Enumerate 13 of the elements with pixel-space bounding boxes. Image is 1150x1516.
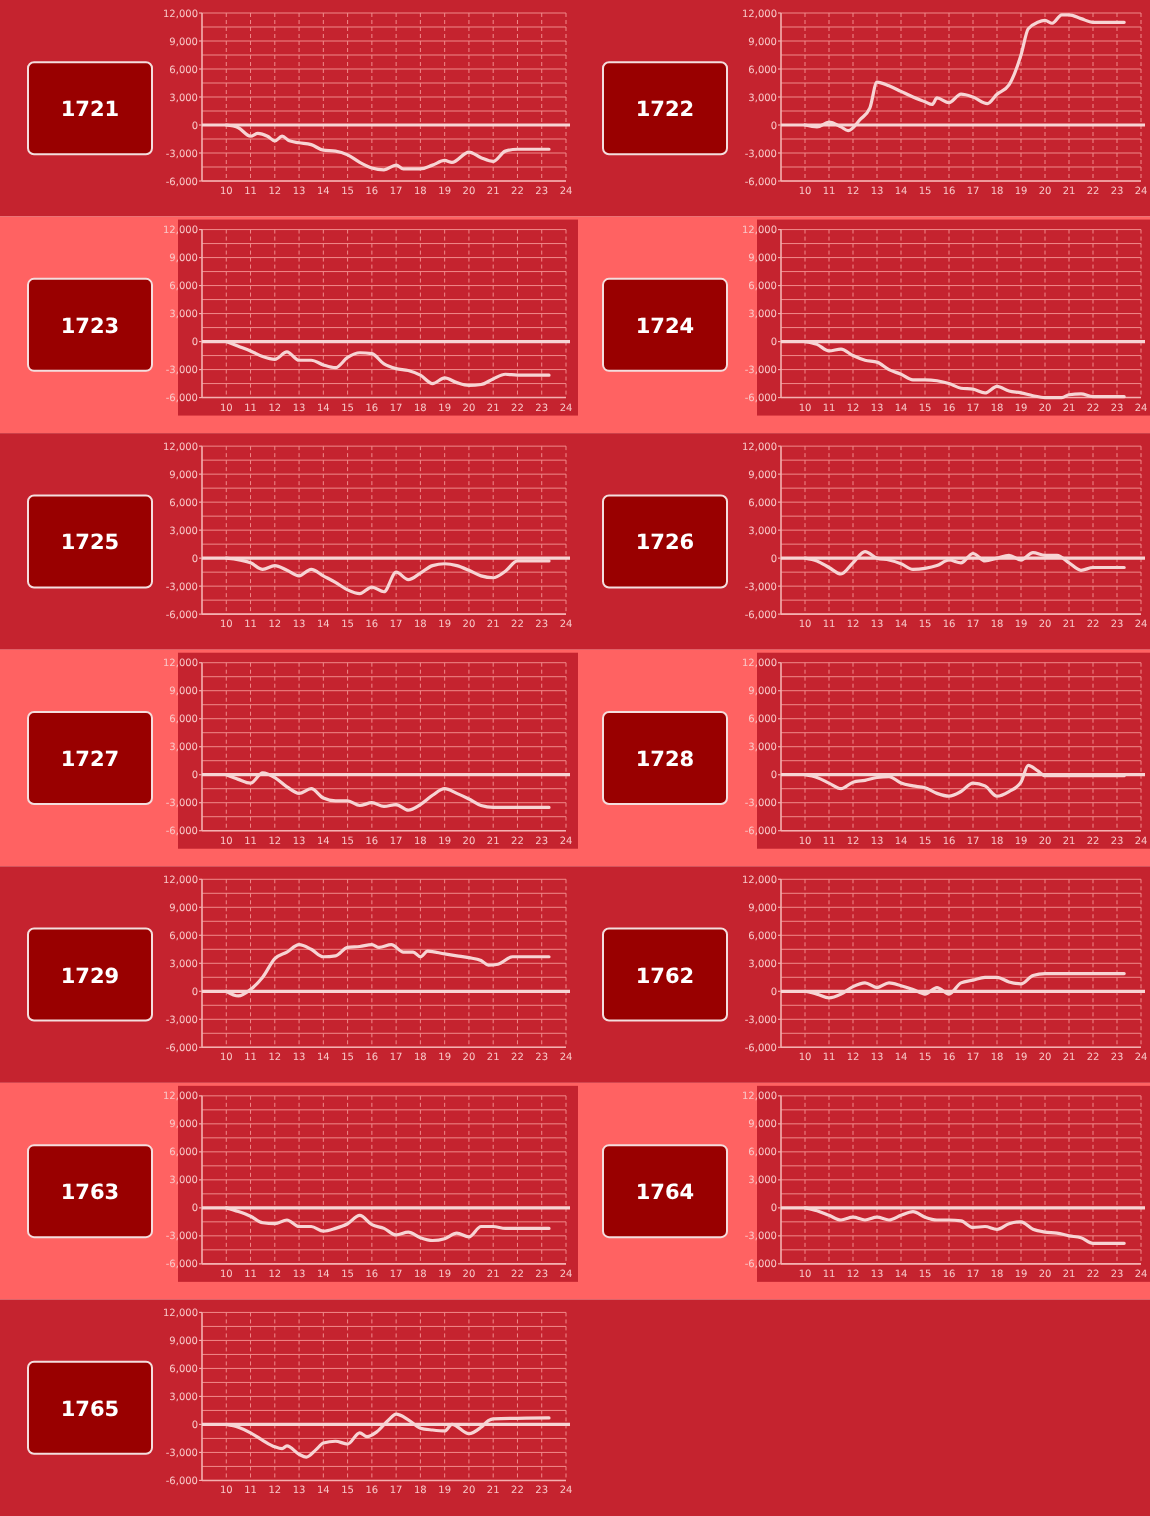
text: 1723 [60,314,120,339]
text: 1763 [60,1181,120,1206]
text: 1764 [635,1181,695,1206]
text: 1729 [60,964,120,989]
text: 1721 [60,98,120,123]
text: 1728 [635,748,695,772]
text: 1724 [635,314,695,339]
text: 1726 [635,531,695,556]
text: 1762 [635,964,695,989]
text: 1725 [60,531,120,556]
text: 1765 [60,1397,120,1422]
text: 1727 [60,748,120,772]
text: 1722 [635,98,695,123]
